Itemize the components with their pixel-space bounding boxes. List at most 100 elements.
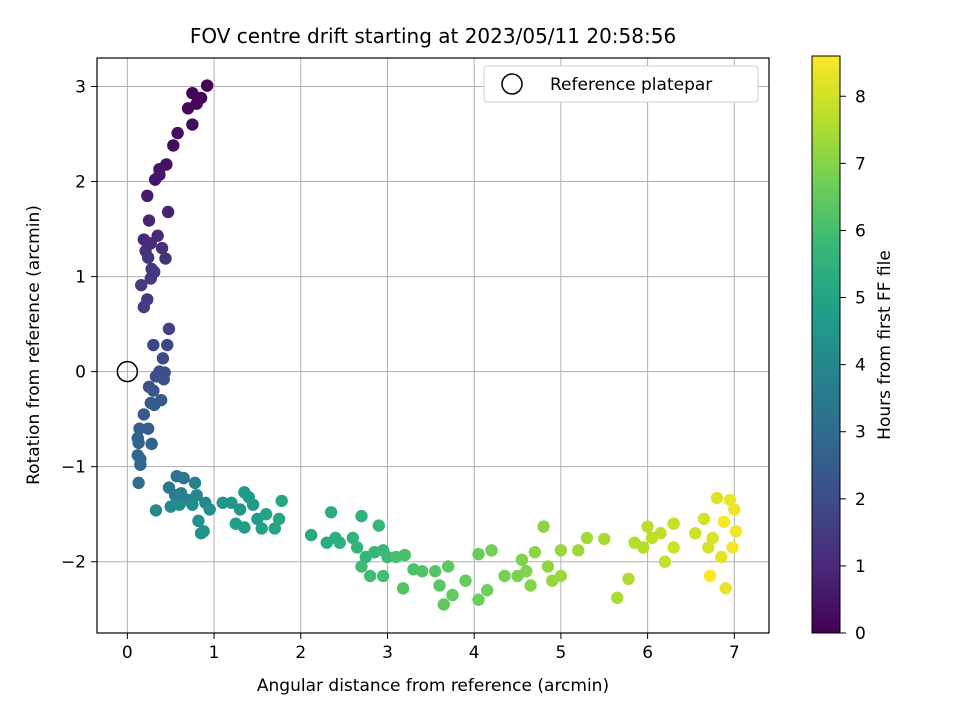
y-tick-label: 2: [75, 173, 86, 193]
data-point: [238, 521, 251, 534]
data-point: [572, 544, 585, 557]
data-point: [459, 574, 472, 587]
colorbar-tick-label: 7: [855, 154, 866, 174]
data-point: [203, 503, 216, 516]
data-point: [259, 507, 273, 521]
data-point: [541, 560, 555, 573]
data-point: [658, 555, 672, 568]
data-point: [641, 520, 654, 533]
data-point: [598, 532, 611, 546]
data-point: [446, 588, 459, 602]
data-point: [697, 512, 711, 526]
data-points: [131, 79, 743, 611]
data-point: [173, 498, 186, 511]
chart-title: FOV centre drift starting at 2023/05/11 …: [190, 24, 676, 48]
data-point: [161, 338, 174, 352]
data-point: [141, 251, 155, 264]
data-point: [524, 579, 537, 592]
data-point: [703, 569, 717, 583]
colorbar-ticks: 0 1 2 3 4 5 6 7 8: [840, 87, 866, 644]
data-point: [480, 584, 494, 597]
y-tick-label: 1: [75, 268, 86, 288]
data-point: [147, 384, 160, 397]
data-point: [132, 436, 145, 450]
data-point: [726, 541, 739, 554]
plot-frame: [96, 57, 770, 634]
data-point: [355, 509, 368, 523]
legend-box: [483, 65, 759, 103]
data-point: [134, 458, 147, 471]
data-point: [528, 546, 542, 559]
data-point: [415, 565, 429, 578]
data-point: [137, 300, 151, 314]
data-point: [141, 422, 155, 435]
colorbar-tick-label: 4: [855, 356, 866, 376]
colorbar-label: Hours from first FF file: [875, 250, 895, 440]
data-point: [381, 550, 394, 564]
data-point: [667, 541, 680, 554]
data-point: [177, 471, 190, 485]
data-point: [135, 278, 148, 292]
data-point: [715, 550, 728, 564]
data-point: [142, 214, 156, 227]
y-tick-label: 3: [75, 78, 86, 98]
data-point: [554, 544, 568, 557]
data-point: [719, 582, 732, 595]
y-axis-label: Rotation from reference (arcmin): [24, 205, 44, 485]
data-point: [396, 582, 410, 595]
colorbar: 0 1 2 3 4 5 6 7 8 Hours from first FF file: [811, 55, 895, 644]
data-point: [350, 541, 364, 554]
x-tick-label: 6: [642, 643, 653, 663]
data-point: [200, 79, 214, 92]
x-tick-label: 2: [295, 643, 306, 663]
colorbar-tick-label: 2: [855, 490, 866, 510]
data-point: [233, 503, 247, 516]
data-point: [268, 522, 281, 535]
y-tick-label: 0: [75, 363, 86, 383]
x-axis-label: Angular distance from reference (arcmin): [257, 676, 609, 696]
data-point: [355, 560, 368, 573]
x-axis-ticks: 0 1 2 3 4 5 6 7: [122, 633, 740, 663]
data-point: [537, 520, 550, 533]
data-point: [472, 593, 485, 606]
legend-label: Reference platepar: [550, 75, 712, 95]
data-point: [622, 572, 635, 586]
data-point: [428, 565, 442, 578]
data-point: [162, 322, 176, 336]
x-tick-label: 0: [122, 643, 133, 663]
data-point: [485, 544, 498, 557]
data-point: [144, 272, 157, 285]
data-point: [710, 491, 724, 505]
data-point: [225, 496, 238, 509]
data-point: [346, 531, 359, 545]
colorbar-tick-label: 5: [855, 289, 866, 309]
data-point: [441, 560, 455, 573]
reference-marker: [116, 360, 139, 383]
data-point: [188, 476, 202, 490]
colorbar-tick-label: 1: [855, 557, 866, 577]
data-point: [145, 437, 158, 451]
data-point: [148, 398, 161, 412]
data-point: [667, 517, 680, 530]
data-point: [654, 527, 667, 540]
data-point: [324, 506, 338, 519]
data-point: [275, 494, 288, 508]
data-point: [723, 493, 737, 507]
data-point: [133, 422, 146, 435]
data-point: [197, 525, 210, 538]
colorbar-tick-label: 8: [855, 87, 866, 107]
data-point: [255, 522, 268, 535]
colorbar-tick-label: 3: [855, 423, 866, 443]
data-point: [498, 569, 511, 583]
data-point: [272, 512, 286, 526]
data-point: [702, 541, 715, 554]
data-point: [554, 569, 568, 583]
data-point: [376, 569, 390, 583]
data-point: [181, 102, 195, 115]
data-point: [186, 498, 199, 511]
data-point: [580, 531, 594, 545]
data-point: [246, 498, 260, 511]
data-point: [515, 553, 529, 567]
data-point: [637, 541, 650, 554]
